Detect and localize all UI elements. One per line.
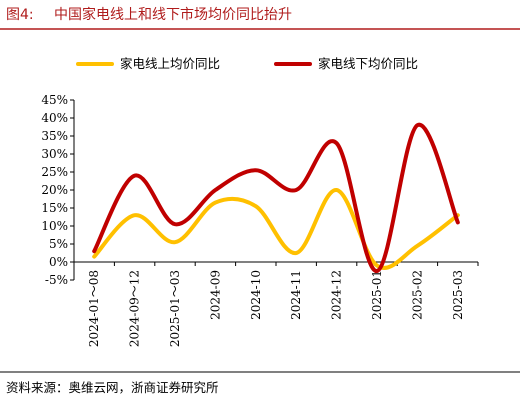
y-tick-label: 5% [49,237,68,251]
series-1-point [335,188,339,192]
series-1-point [133,213,137,217]
x-tick-label: 2024-01～08 [87,270,101,347]
x-tick-label: 2025-01 [370,270,384,320]
series-2-point [254,168,258,172]
figure-label: 图4: [6,7,34,23]
y-tick-label: 0% [49,255,68,269]
y-axis: 45% 40% 35% 30% 25% 20% 15% 10% 5% 0% -5% [41,93,75,287]
y-tick-label: 20% [41,183,68,197]
y-tick-label: 35% [41,129,68,143]
y-tick-label: 40% [41,111,68,125]
x-tick-label: 2024-12 [330,270,344,320]
series-1-point [415,244,419,248]
series-1-point [294,251,298,255]
series-2-point [375,269,379,273]
chart-title: 中国家电线上和线下市场均价同比抬升 [54,6,292,23]
series-line-2 [92,123,460,273]
series-2-point [173,222,177,226]
series-1-point [254,204,258,208]
legend-label-2: 家电线下均价同比 [318,56,418,71]
y-tick-label: 30% [41,147,68,161]
x-tick-label: 2024-09 [208,270,222,320]
y-tick-label: 10% [41,219,68,233]
series-line-1 [92,188,460,270]
series-1-point [375,264,379,268]
x-tick-label: 2024-11 [289,270,303,320]
series-2-point [415,123,419,127]
legend-label-1: 家电线上均价同比 [120,56,220,71]
x-axis: 2024-01～08 2024-09～12 2025-01～03 2024-09 202… [73,261,479,347]
legend: 家电线上均价同比 家电线下均价同比 [76,56,418,71]
x-tick-label: 2024-09～12 [128,270,142,347]
x-tick-label: 2025-03 [451,270,465,320]
series-1-point [92,255,96,259]
x-tick-label: 2025-02 [410,270,424,320]
series-2-point [92,249,96,253]
series-2-point [456,220,460,224]
y-tick-label: 25% [41,165,68,179]
series-1-point [173,240,177,244]
series-2-point [213,188,217,192]
series-2-point [133,174,137,178]
series-2-point [335,141,339,145]
x-tick-label: 2025-01～03 [168,270,182,347]
y-tick-label: 15% [41,201,68,215]
y-tick-label: -5% [45,273,68,287]
x-tick-label: 2024-10 [249,270,263,320]
series-1-point [213,201,217,205]
series-2-point [294,188,298,192]
y-tick-label: 45% [41,93,68,107]
source-note: 资料来源：奥维云网，浙商证券研究所 [6,380,219,395]
series-layer [92,123,460,273]
